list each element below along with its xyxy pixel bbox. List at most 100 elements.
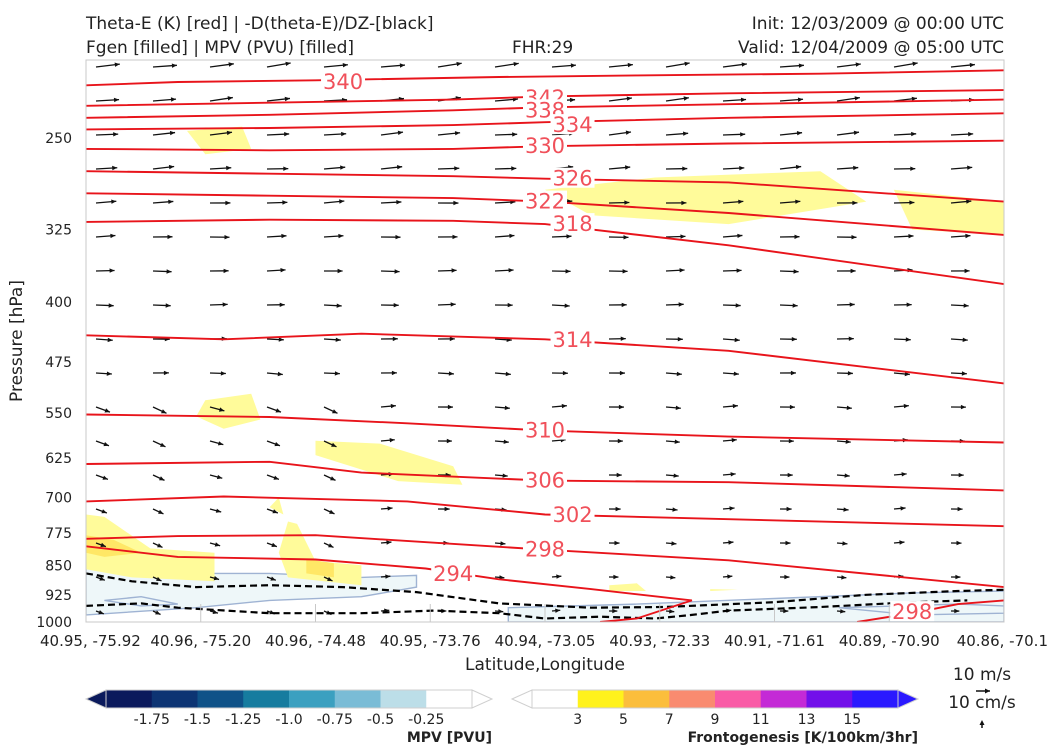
wind-vector (1008, 97, 1031, 101)
wind-vector (779, 370, 796, 376)
wind-vector (152, 508, 164, 515)
wind-vector (950, 337, 968, 342)
wind-vector (380, 63, 405, 68)
wind-vector (209, 302, 228, 307)
wind-vector (152, 63, 177, 68)
wind-vector (323, 337, 341, 342)
fgen-colorbar-swatch (669, 690, 716, 708)
wind-vector (266, 542, 278, 548)
wind-vector (1008, 440, 1022, 444)
y-tick-label: 550 (45, 406, 72, 422)
wind-vector (152, 406, 167, 414)
wind-vector (893, 131, 917, 137)
wind-vector (494, 166, 517, 171)
mpv-colorbar: -1.75 -1.5 -1.25 -1.0 -0.75 -0.5 -0.25 (84, 689, 494, 728)
wind-vector (551, 608, 561, 613)
wind-vector (608, 506, 621, 512)
wind-vector (722, 303, 741, 308)
wind-vector (950, 472, 964, 478)
wind-vector (494, 268, 514, 273)
wind-vector (779, 337, 797, 342)
wind-vector (95, 406, 111, 413)
fgen-region-1 (545, 171, 867, 225)
y-tick-label: 775 (45, 526, 72, 542)
wind-vector (209, 474, 223, 480)
wind-vector (836, 235, 857, 240)
wind-vector (152, 440, 166, 448)
wind-vector (437, 371, 454, 376)
wind-vector (1008, 165, 1029, 169)
wind-vector (266, 96, 291, 102)
wind-vector (665, 439, 680, 444)
wind-vector (437, 200, 459, 206)
mpv-colorbar-tick: -1.0 (275, 712, 302, 728)
thetae-contour-340 (86, 69, 1004, 87)
wind-vector (836, 336, 854, 341)
wind-vector (380, 506, 393, 511)
thetae-label-bg (550, 114, 595, 135)
wind-vector (95, 132, 119, 137)
y-tick-label: 325 (45, 223, 72, 239)
wind-vector (209, 268, 229, 274)
wind-vector (323, 508, 335, 515)
fgen-fill-layer (86, 126, 1004, 591)
chart-title-line1: Theta-E (K) [red] | -D(theta-E)/DZ-[blac… (86, 14, 434, 34)
wind-vector (95, 508, 108, 514)
mpv-colorbar-swatch (289, 690, 336, 708)
fgen-colorbar-frame (531, 689, 899, 709)
mpv-colorbar-swatch (380, 690, 427, 708)
wind-vector (950, 371, 967, 376)
mpv-colorbar-right-arrow (471, 689, 494, 709)
wind-vector (836, 405, 852, 410)
thetae-contour-338 (86, 98, 1004, 119)
wind-vector (950, 165, 973, 170)
wind-vector (380, 370, 397, 376)
wind-vector (950, 303, 969, 308)
wind-vector (266, 474, 280, 480)
mpv-colorbar-label: MPV [PVU] (407, 730, 492, 746)
thetae-label-330: 330 (525, 134, 565, 158)
wind-vector (1008, 131, 1030, 135)
wind-scale-horizontal: 10 m/s (953, 665, 1011, 685)
thetae-label-bg (550, 503, 595, 524)
wind-vector (722, 62, 747, 68)
wind-vector (836, 507, 849, 512)
thetae-contour-layer (86, 69, 1004, 622)
wind-vector (1008, 541, 1019, 545)
wind-vector-layer (95, 61, 1031, 616)
fgen-region-5 (269, 497, 284, 515)
wind-vector (1008, 269, 1027, 273)
fgen-region-11 (710, 589, 738, 591)
wind-vector (779, 131, 803, 136)
fgen-region-6 (86, 514, 215, 582)
wind-vector (266, 166, 289, 171)
wind-vector (437, 131, 461, 136)
wind-vector (608, 130, 632, 136)
wind-vector (551, 63, 576, 68)
thetae-contour-334 (86, 112, 1004, 131)
mpv-colorbar-swatch (243, 690, 290, 708)
thetae-label-340: 340 (323, 70, 363, 94)
wind-vector (779, 438, 794, 444)
fgen-colorbar-tick: 5 (619, 712, 628, 728)
wind-vector (95, 576, 106, 581)
init-time: Init: 12/03/2009 @ 00:00 UTC (751, 14, 1004, 34)
wind-vector (722, 540, 734, 545)
dthetae-contour-layer (86, 572, 1004, 620)
fgen-colorbar-swatch (715, 690, 762, 708)
wind-vector (152, 576, 162, 582)
wind-vector (323, 63, 348, 68)
wind-vector (722, 506, 735, 511)
wind-vector (209, 406, 225, 412)
wind-vector (437, 166, 460, 171)
wind-vector (608, 608, 618, 614)
x-tick-label: 40.95, -73.76 (380, 632, 481, 650)
wind-vector (266, 406, 282, 413)
wind-vector (209, 508, 222, 513)
fgen-region-8 (278, 521, 362, 586)
thetae-contour-318 (86, 218, 1004, 286)
x-axis: 40.95, -75.92 40.96, -75.20 40.96, -74.48 4… (40, 604, 1048, 650)
wind-vector (665, 575, 676, 580)
mpv-colorbar-left-arrow (84, 689, 107, 709)
